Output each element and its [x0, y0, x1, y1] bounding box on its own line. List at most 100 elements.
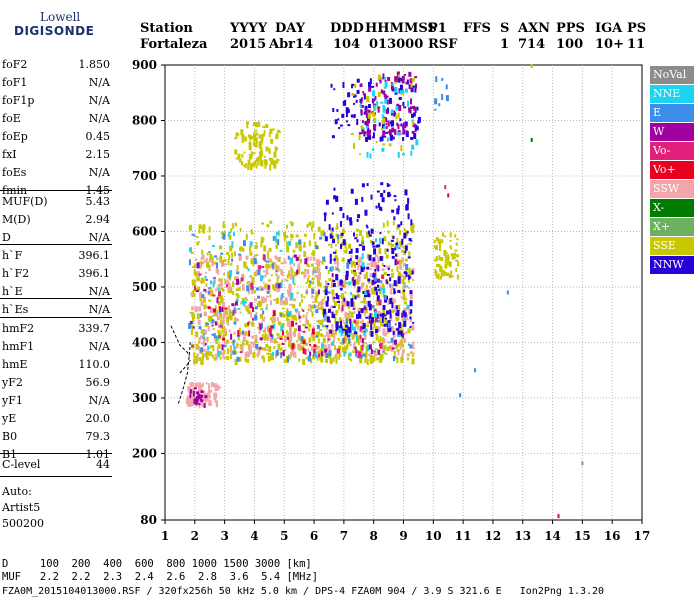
echo-point — [379, 287, 382, 291]
echo-point — [412, 279, 415, 282]
echo-point — [224, 307, 228, 310]
echo-point — [414, 87, 417, 93]
echo-point — [352, 344, 355, 350]
echo-point — [366, 321, 369, 324]
echo-point — [222, 351, 225, 356]
echo-point — [396, 316, 400, 321]
echo-point — [227, 271, 231, 278]
echo-point — [267, 325, 270, 332]
echo-point — [331, 289, 335, 295]
echo-point — [333, 88, 336, 91]
echo-point — [382, 313, 385, 319]
echo-point — [214, 386, 217, 392]
echo-point — [359, 287, 363, 290]
echo-point — [248, 330, 251, 337]
echo-point — [366, 254, 370, 260]
echo-point — [354, 83, 357, 88]
echo-point — [391, 347, 395, 350]
echo-point — [365, 300, 368, 304]
echo-point — [290, 351, 293, 358]
echo-point — [251, 232, 254, 235]
echo-point — [353, 310, 356, 314]
echo-point — [367, 109, 371, 116]
echo-point — [328, 278, 332, 282]
echo-point — [246, 305, 250, 312]
echo-point — [236, 335, 240, 338]
echo-point — [215, 262, 218, 269]
echo-point — [239, 228, 242, 232]
echo-point — [211, 244, 215, 247]
echo-point — [399, 118, 402, 122]
echo-point — [355, 262, 358, 266]
echo-point — [263, 357, 266, 363]
echo-point — [318, 301, 321, 306]
echo-point — [369, 78, 372, 85]
echo-point — [361, 338, 364, 344]
echo-point — [373, 289, 377, 295]
echo-point — [248, 351, 251, 357]
param-key: B1 — [2, 448, 18, 461]
echo-point — [262, 238, 265, 241]
echo-point — [319, 236, 323, 240]
echo-point — [255, 164, 258, 169]
echo-point — [247, 310, 251, 315]
echo-point — [190, 320, 193, 324]
echo-point — [204, 296, 207, 299]
echo-point — [198, 345, 201, 351]
echo-point — [383, 338, 386, 344]
echo-point — [397, 343, 401, 347]
echo-point — [384, 317, 387, 320]
echo-point — [289, 303, 293, 306]
echo-point — [351, 84, 354, 89]
echo-point — [234, 137, 238, 140]
echo-point — [379, 136, 382, 142]
echo-point — [193, 387, 197, 390]
echo-point — [230, 353, 233, 360]
echo-point — [203, 304, 207, 310]
echo-point — [377, 244, 381, 248]
echo-point — [390, 337, 394, 343]
echo-point — [317, 281, 321, 287]
echo-point — [387, 230, 390, 234]
echo-point — [341, 305, 344, 312]
y-tick-label: 800 — [132, 113, 157, 127]
echo-point — [302, 340, 306, 345]
file-info: FZA0M_2015104013000.RSF / 320fx256h 50 k… — [2, 586, 605, 597]
echo-point — [282, 307, 285, 310]
echo-point — [270, 138, 274, 144]
echo-point — [377, 288, 380, 291]
echo-point — [291, 268, 294, 275]
echo-point — [319, 301, 322, 306]
echo-point — [236, 271, 240, 275]
header-label: DAY — [275, 21, 305, 36]
echo-point — [231, 281, 234, 288]
echo-point — [340, 330, 343, 337]
echo-point — [295, 310, 298, 313]
echo-point — [359, 320, 363, 324]
echo-point — [202, 333, 205, 340]
echo-point — [387, 184, 391, 187]
echo-point — [395, 312, 398, 316]
echo-point — [323, 232, 326, 237]
echo-point — [324, 314, 327, 321]
echo-point — [298, 254, 301, 258]
echo-point — [198, 337, 201, 343]
echo-point — [245, 233, 248, 240]
echo-point — [332, 239, 336, 244]
echo-point — [297, 267, 301, 274]
echo-point — [262, 125, 266, 128]
echo-point — [298, 302, 301, 307]
echo-point — [264, 259, 267, 262]
echo-point — [401, 312, 404, 318]
echo-point — [263, 129, 266, 134]
echo-point — [306, 269, 310, 275]
param-key: h`F — [2, 249, 23, 262]
echo-point — [360, 83, 363, 87]
echo-point — [399, 240, 403, 247]
echo-point — [218, 353, 221, 358]
echo-point — [211, 319, 214, 322]
echo-point — [284, 348, 287, 351]
echo-point — [255, 242, 258, 245]
echo-point — [251, 306, 254, 312]
echo-point — [342, 100, 345, 106]
